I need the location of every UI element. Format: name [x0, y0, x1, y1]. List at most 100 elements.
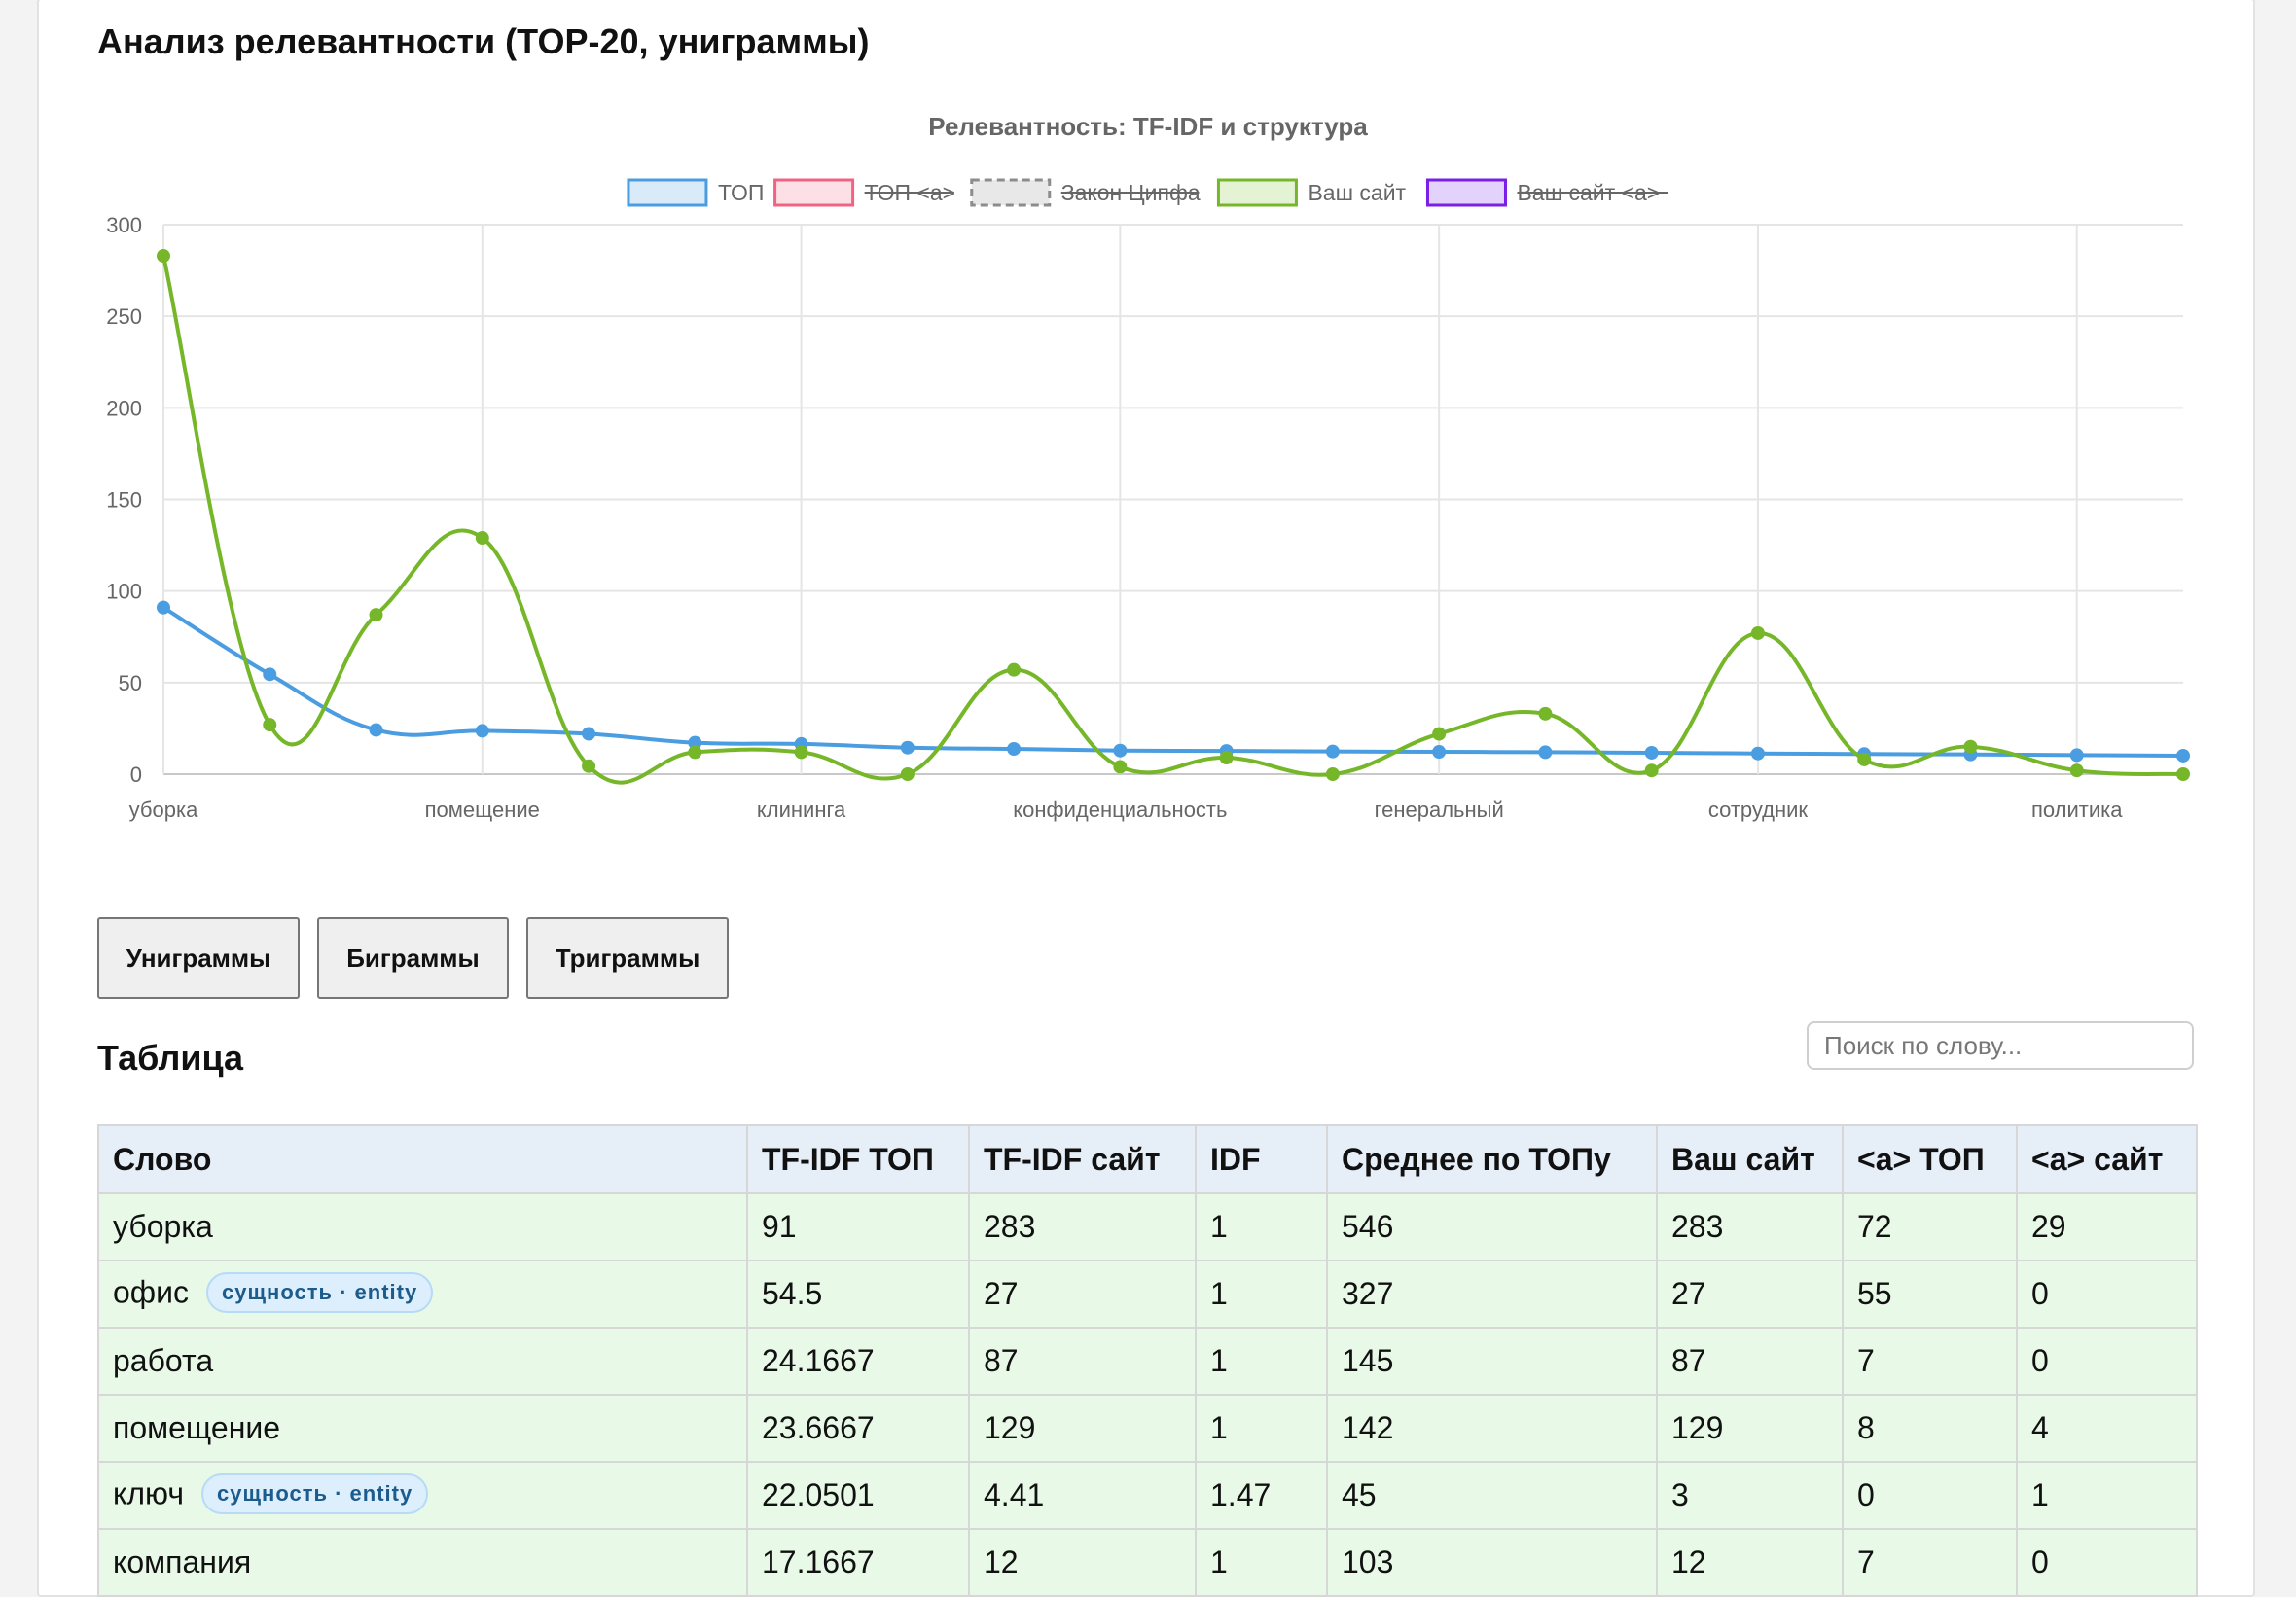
tfidf-top-cell: 23.6667	[746, 1394, 970, 1463]
series-your-site-point	[475, 531, 489, 546]
column-header-tfidf-site[interactable]: TF-IDF сайт	[968, 1124, 1197, 1194]
idf-cell: 1	[1195, 1192, 1328, 1261]
avg-top-cell: 327	[1326, 1260, 1658, 1329]
legend-swatch-5	[1425, 178, 1507, 207]
column-header-avg-top[interactable]: Среднее по ТОПу	[1326, 1124, 1658, 1194]
series-top-point	[157, 600, 170, 615]
table-row: компания 17.1667 12 1 103 12 7 0	[97, 1528, 2198, 1597]
idf-cell: 1	[1195, 1394, 1328, 1463]
y-tick-label: 250	[106, 304, 142, 329]
word-search-input[interactable]	[1807, 1021, 2194, 1070]
series-your-site-point	[1644, 763, 1659, 778]
y-tick-label: 50	[119, 671, 142, 695]
word-text: работа	[113, 1343, 214, 1378]
column-header-your-site[interactable]: Ваш сайт	[1656, 1124, 1844, 1194]
table-row: работа 24.1667 87 1 145 87 7 0	[97, 1327, 2198, 1396]
idf-cell: 1	[1195, 1528, 1328, 1597]
legend-swatch-1	[627, 178, 708, 207]
word-text: ключ	[113, 1474, 184, 1510]
idf-cell: 1	[1195, 1260, 1328, 1329]
table-row: офис сущность · entity 54.5 27 1 327 27 5…	[97, 1260, 2198, 1329]
x-tick-label: клининга	[757, 798, 846, 822]
a-top-cell: 7	[1842, 1327, 2018, 1396]
series-top-point	[1644, 745, 1659, 760]
bigrams-button[interactable]: Биграммы	[317, 917, 509, 999]
legend-label-1: ТОП	[718, 180, 764, 205]
tfidf-site-cell: 27	[968, 1260, 1197, 1329]
a-site-cell: 29	[2016, 1192, 2198, 1261]
word-text: уборка	[113, 1209, 213, 1244]
series-top-point	[582, 727, 596, 741]
series-your-site-point	[369, 608, 383, 622]
a-top-cell: 8	[1842, 1394, 2018, 1463]
column-header-tfidf-top[interactable]: TF-IDF ТОП	[746, 1124, 970, 1194]
word-cell: ключ сущность · entity	[97, 1461, 748, 1530]
series-your-site-point	[1219, 751, 1234, 765]
entity-badge: сущность · entity	[206, 1271, 434, 1313]
your-site-cell: 27	[1656, 1260, 1844, 1329]
y-tick-label: 200	[106, 396, 142, 420]
a-site-cell: 0	[2016, 1327, 2198, 1396]
x-tick-label: конфиденциальность	[1013, 798, 1227, 822]
word-cell: работа	[97, 1327, 748, 1396]
tfidf-site-cell: 12	[968, 1528, 1197, 1597]
trigrams-button[interactable]: Триграммы	[526, 917, 729, 999]
series-top-point	[2069, 748, 2084, 763]
a-site-cell: 4	[2016, 1394, 2198, 1463]
series-your-site-point	[794, 745, 808, 760]
a-site-cell: 1	[2016, 1461, 2198, 1530]
series-your-site-point	[1750, 625, 1765, 640]
series-top-point	[1325, 744, 1340, 759]
a-site-cell: 0	[2016, 1260, 2198, 1329]
series-your-site-point	[1007, 662, 1022, 677]
tfidf-top-cell: 24.1667	[746, 1327, 970, 1396]
series-your-site-point	[582, 759, 596, 773]
series-your-site-point	[1432, 727, 1447, 741]
column-header-a-site[interactable]: <a> сайт	[2016, 1124, 2198, 1194]
series-top-point	[1538, 745, 1553, 760]
your-site-cell: 283	[1656, 1192, 1844, 1261]
your-site-cell: 129	[1656, 1394, 1844, 1463]
unigrams-button[interactable]: Униграммы	[97, 917, 300, 999]
legend-swatch-2	[773, 178, 855, 207]
y-tick-label: 100	[106, 580, 142, 604]
y-tick-label: 300	[106, 213, 142, 237]
series-your-site-point	[688, 745, 702, 760]
column-header-idf[interactable]: IDF	[1195, 1124, 1328, 1194]
series-top-point	[1113, 743, 1128, 758]
series-top-point	[1750, 746, 1765, 761]
your-site-cell: 12	[1656, 1528, 1844, 1597]
table-row: помещение 23.6667 129 1 142 129 8 4	[97, 1394, 2198, 1463]
avg-top-cell: 142	[1326, 1394, 1658, 1463]
legend-swatch-4	[1216, 178, 1298, 207]
y-tick-label: 0	[130, 763, 142, 787]
word-text: помещение	[113, 1410, 281, 1445]
word-cell: уборка	[97, 1192, 748, 1261]
column-header-a-top[interactable]: <a> ТОП	[1842, 1124, 2018, 1194]
x-tick-label: помещение	[425, 798, 540, 822]
series-your-site-point	[2069, 763, 2084, 778]
avg-top-cell: 145	[1326, 1327, 1658, 1396]
series-your-site-point	[157, 249, 170, 264]
series-your-site-point	[263, 718, 277, 732]
word-cell: компания	[97, 1528, 748, 1597]
tfidf-site-cell: 87	[968, 1327, 1197, 1396]
page-title: Анализ релевантности (TOP-20, униграммы)	[97, 21, 870, 61]
series-your-site-point	[1857, 752, 1872, 766]
series-top-point	[475, 724, 489, 738]
a-top-cell: 72	[1842, 1192, 2018, 1261]
table-title: Таблица	[97, 1038, 244, 1078]
your-site-cell: 87	[1656, 1327, 1844, 1396]
series-your-site-point	[1325, 767, 1340, 781]
column-header-word[interactable]: Слово	[97, 1124, 748, 1194]
x-tick-label: политика	[2031, 798, 2123, 822]
table-row: ключ сущность · entity 22.0501 4.41 1.47 …	[97, 1461, 2198, 1530]
table-header-row: Слово TF-IDF ТОП TF-IDF сайт IDF Среднее…	[97, 1124, 2198, 1194]
tfidf-site-cell: 129	[968, 1394, 1197, 1463]
y-tick-label: 150	[106, 488, 142, 513]
series-your-site-point	[2176, 767, 2190, 781]
tfidf-top-cell: 91	[746, 1192, 970, 1261]
chart-title: Релевантность: TF-IDF и структура	[928, 112, 1368, 141]
series-top-point	[1007, 742, 1022, 757]
series-top-point	[1432, 745, 1447, 760]
